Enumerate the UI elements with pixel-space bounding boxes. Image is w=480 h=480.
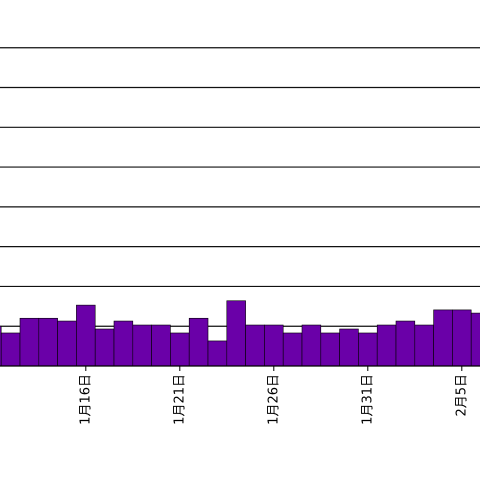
bar xyxy=(414,324,434,367)
bar xyxy=(301,324,322,367)
bar xyxy=(433,309,453,367)
bar xyxy=(395,320,416,367)
bar xyxy=(19,317,40,367)
bar xyxy=(170,332,190,367)
bar xyxy=(226,300,246,367)
bar xyxy=(76,304,96,367)
bar xyxy=(264,324,284,367)
bar xyxy=(113,320,134,367)
x-tick-label: 1月21日 xyxy=(172,374,187,425)
x-tick-label: 1月26日 xyxy=(266,374,281,425)
bar xyxy=(94,328,115,367)
bar xyxy=(188,317,209,367)
bar xyxy=(0,332,21,367)
x-tick-label: 1月31日 xyxy=(360,374,375,425)
bar xyxy=(470,312,480,367)
bar xyxy=(38,317,58,367)
bar xyxy=(339,328,359,367)
bar xyxy=(207,340,228,367)
x-tick-label: 2月5日 xyxy=(454,374,469,417)
bar xyxy=(245,324,265,367)
bar xyxy=(132,324,152,367)
bar xyxy=(376,324,397,367)
bar xyxy=(320,332,340,367)
x-tick-label: 1月16日 xyxy=(78,374,93,425)
bar xyxy=(358,332,378,367)
bar xyxy=(151,324,171,367)
bar xyxy=(282,332,303,367)
bar xyxy=(57,320,77,367)
bar xyxy=(452,309,472,367)
